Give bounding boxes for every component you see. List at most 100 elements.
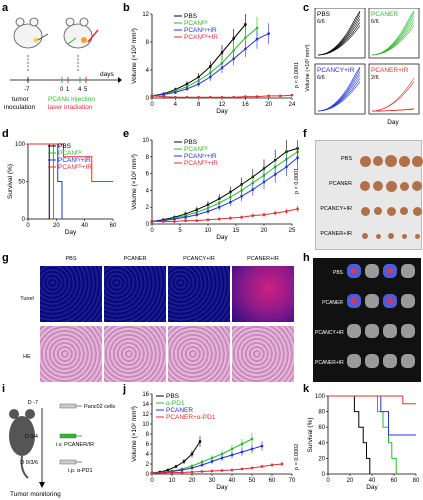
tumor-specimen <box>400 207 408 215</box>
imaging-row-label: PCANCY+IR <box>315 330 344 336</box>
data-point <box>190 452 194 456</box>
data-point <box>250 447 254 451</box>
data-point <box>260 465 264 468</box>
legend-entry: PCANᶜᵞ+IR <box>184 27 217 34</box>
data-point <box>185 82 189 86</box>
tumor-row: PCANER <box>316 174 422 196</box>
data-point <box>250 437 254 441</box>
x-tick-label: 70 <box>289 478 296 484</box>
data-point <box>240 450 244 454</box>
data-point <box>197 79 200 82</box>
tumor-specimen <box>359 155 371 167</box>
subplot-frame <box>314 8 366 59</box>
tumor-specimen <box>388 233 394 239</box>
subplot-frame <box>314 63 366 115</box>
data-point <box>290 94 294 97</box>
data-point <box>190 464 194 468</box>
tumor-specimen <box>362 233 368 239</box>
data-point <box>195 213 198 216</box>
series-line <box>151 151 298 222</box>
individual-curve <box>371 78 415 112</box>
x-tick-label: 12 <box>219 102 226 108</box>
data-point <box>250 466 254 470</box>
data-point <box>173 220 176 223</box>
legend-entry: α-PD1 <box>166 400 185 407</box>
tick-0: 0 <box>60 87 64 93</box>
y-tick-label: 60 <box>318 425 325 431</box>
y-tick-label: 0 <box>146 96 150 102</box>
data-point <box>279 94 282 98</box>
chart-c-individual-growth: PBS6/6PCANER6/6PCANCY+IR6/6PCANER+IR2/6V… <box>305 8 420 126</box>
panel-letter-j: j <box>123 383 127 395</box>
tumor-row-label: PCANER <box>329 181 352 187</box>
y-tick-label: 4 <box>146 188 150 194</box>
tumor-row: PCANCY+IR <box>316 199 422 221</box>
data-point <box>232 96 235 99</box>
data-point <box>240 189 243 192</box>
series-line <box>28 143 63 219</box>
he-micrograph <box>168 326 230 382</box>
data-point <box>244 95 247 98</box>
panel-i-schedule: D -7 Panc02 cells D 0/4 i.v. PCANER/IR D… <box>9 400 115 498</box>
tumor-row-label: PBS <box>340 156 352 162</box>
x-axis-title: Day <box>216 108 228 115</box>
tumor-specimen <box>373 181 383 191</box>
data-point <box>195 211 198 214</box>
subplot-ratio: 2/6 <box>371 75 379 81</box>
x-tick-label: 16 <box>242 102 249 108</box>
imaging-specimen <box>401 294 415 308</box>
tumor-specimen <box>360 181 370 191</box>
individual-curve <box>317 25 361 56</box>
mouse-icon-treatment <box>63 17 99 49</box>
mouse-icon-panc02 <box>9 409 35 479</box>
x-axis-title: Day <box>387 119 399 126</box>
data-point <box>267 32 270 35</box>
y-axis-title: Volume (×10² mm³) <box>131 406 138 462</box>
data-point <box>160 471 164 475</box>
data-point <box>240 195 243 198</box>
series-line <box>28 143 113 182</box>
y-tick-label: 8 <box>146 40 150 46</box>
data-point <box>220 452 224 456</box>
imaging-row-label: PCANER <box>322 300 343 306</box>
y-tick-label: 10 <box>142 422 149 428</box>
y-tick-label: 20 <box>318 456 325 462</box>
data-point <box>197 96 200 99</box>
imaging-specimen <box>383 264 397 278</box>
p-value-annotation: p = 0.0002 <box>294 444 300 470</box>
data-point <box>180 468 184 472</box>
legend-entry: PCANᴱᴿ <box>184 146 208 153</box>
step-label-2: i.v. PCANER/IR <box>56 442 94 448</box>
series-line <box>151 157 298 222</box>
data-point <box>185 87 189 91</box>
data-point <box>182 460 186 463</box>
data-point <box>200 463 204 467</box>
data-point <box>190 470 194 474</box>
data-point <box>200 470 204 473</box>
data-point <box>262 180 266 184</box>
y-axis-title: Volume (×10³ mm³) <box>305 44 311 91</box>
data-point <box>180 471 184 474</box>
x-tick-label: 0 <box>150 102 154 108</box>
data-point <box>230 468 234 472</box>
data-point <box>210 460 214 463</box>
x-tick-label: 0 <box>26 223 30 229</box>
data-point <box>218 206 221 209</box>
imaging-row-label: PCANER+IR <box>315 360 344 366</box>
data-point <box>150 94 154 98</box>
chart-j: 0 2 4 6 8 10 12 14 16 0 10 20 30 40 50 60 70 Day Volume (×… <box>131 392 300 491</box>
individual-curve <box>371 22 415 56</box>
data-point <box>173 217 176 221</box>
subplot-title: PCANER+IR <box>371 67 409 74</box>
y-axis-title: Survival (%) <box>7 164 14 199</box>
data-point <box>270 463 274 467</box>
p-value-annotation: p < 0.0001 <box>294 62 300 88</box>
individual-curve <box>317 78 361 112</box>
panel-letter-h: h <box>303 252 310 264</box>
x-tick-label: 60 <box>110 223 117 229</box>
x-tick-label: 0 <box>150 478 154 484</box>
y-tick-label: 4 <box>146 452 150 458</box>
panel-f-tumor-photo: PBS PCANER PCANCY+IR PCANER+IR <box>315 140 423 250</box>
imaging-specimen <box>365 294 379 308</box>
